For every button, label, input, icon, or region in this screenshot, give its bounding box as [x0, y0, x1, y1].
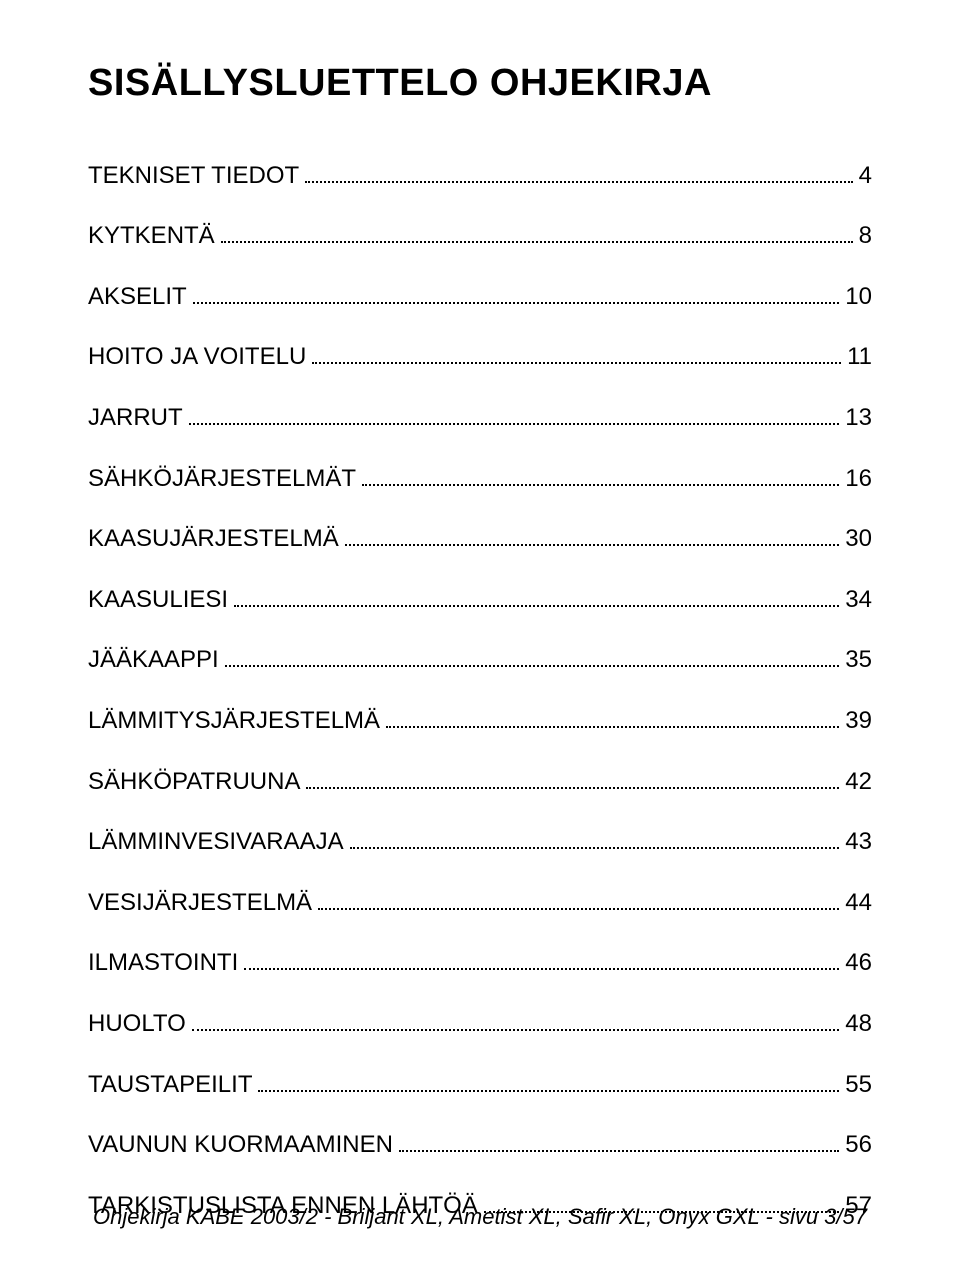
toc-leader: [362, 464, 839, 486]
toc-label: LÄMMINVESIVARAAJA: [88, 828, 344, 856]
toc-entry: KAASUJÄRJESTELMÄ 30: [88, 525, 872, 554]
toc-label: KAASULIESI: [88, 586, 228, 614]
toc-page: 48: [845, 1010, 872, 1038]
toc-leader: [192, 1009, 840, 1031]
toc-entry: HOITO JA VOITELU 11: [88, 343, 872, 372]
toc-entry: SÄHKÖJÄRJESTELMÄT 16: [88, 464, 872, 493]
toc-leader: [306, 767, 839, 789]
toc-page: 13: [845, 404, 872, 432]
toc-label: JARRUT: [88, 404, 183, 432]
toc-label: TAUSTAPEILIT: [88, 1071, 252, 1099]
toc-entry: VESIJÄRJESTELMÄ 44: [88, 888, 872, 917]
toc-leader: [345, 525, 840, 547]
toc-page: 39: [845, 707, 872, 735]
toc-label: ILMASTOINTI: [88, 949, 238, 977]
toc-entry: AKSELIT 10: [88, 282, 872, 311]
toc-entry: TAUSTAPEILIT 55: [88, 1070, 872, 1099]
toc-page: 16: [845, 465, 872, 493]
toc-label: VESIJÄRJESTELMÄ: [88, 889, 312, 917]
toc-label: HOITO JA VOITELU: [88, 343, 306, 371]
toc-page: 34: [845, 586, 872, 614]
toc-label: KAASUJÄRJESTELMÄ: [88, 525, 339, 553]
toc-entry: JARRUT 13: [88, 403, 872, 432]
toc-leader: [189, 403, 840, 425]
toc-leader: [399, 1131, 839, 1153]
toc-page: 11: [847, 343, 872, 371]
toc-leader: [221, 222, 853, 244]
toc-page: 35: [845, 646, 872, 674]
toc-leader: [244, 949, 839, 971]
toc-leader: [386, 706, 839, 728]
toc-label: SÄHKÖPATRUUNA: [88, 768, 300, 796]
toc-list: TEKNISET TIEDOT 4 KYTKENTÄ 8 AKSELIT 10 …: [88, 161, 872, 1220]
toc-entry: SÄHKÖPATRUUNA 42: [88, 767, 872, 796]
toc-page: 43: [845, 828, 872, 856]
toc-leader: [234, 585, 839, 607]
toc-label: SÄHKÖJÄRJESTELMÄT: [88, 465, 356, 493]
toc-leader: [312, 343, 841, 365]
toc-page: 30: [845, 525, 872, 553]
toc-label: TEKNISET TIEDOT: [88, 162, 299, 190]
toc-label: KYTKENTÄ: [88, 222, 215, 250]
toc-page: 46: [845, 949, 872, 977]
toc-label: HUOLTO: [88, 1010, 186, 1038]
toc-label: LÄMMITYSJÄRJESTELMÄ: [88, 707, 380, 735]
toc-entry: LÄMMITYSJÄRJESTELMÄ 39: [88, 706, 872, 735]
toc-entry: KAASULIESI 34: [88, 585, 872, 614]
toc-entry: LÄMMINVESIVARAAJA 43: [88, 828, 872, 857]
toc-page: 56: [845, 1131, 872, 1159]
toc-page: 55: [845, 1071, 872, 1099]
toc-page: 44: [845, 889, 872, 917]
toc-page: 8: [859, 222, 872, 250]
toc-page: 10: [845, 283, 872, 311]
toc-entry: HUOLTO 48: [88, 1009, 872, 1038]
toc-label: VAUNUN KUORMAAMINEN: [88, 1131, 393, 1159]
toc-leader: [305, 161, 852, 183]
toc-entry: TEKNISET TIEDOT 4: [88, 161, 872, 190]
toc-entry: JÄÄKAAPPI 35: [88, 646, 872, 675]
toc-leader: [350, 828, 840, 850]
toc-leader: [193, 282, 840, 304]
toc-leader: [225, 646, 840, 668]
page-container: SISÄLLYSLUETTELO OHJEKIRJA TEKNISET TIED…: [0, 0, 960, 1274]
toc-entry: KYTKENTÄ 8: [88, 222, 872, 251]
page-title: SISÄLLYSLUETTELO OHJEKIRJA: [88, 62, 872, 105]
toc-page: 42: [845, 768, 872, 796]
toc-leader: [258, 1070, 839, 1092]
toc-page: 4: [859, 162, 872, 190]
toc-label: AKSELIT: [88, 283, 187, 311]
toc-entry: ILMASTOINTI 46: [88, 949, 872, 978]
page-footer: Ohjekirja KABE 2003/2 - Briljant XL, Ame…: [0, 1204, 960, 1230]
toc-entry: VAUNUN KUORMAAMINEN 56: [88, 1131, 872, 1160]
toc-label: JÄÄKAAPPI: [88, 646, 219, 674]
toc-leader: [318, 888, 839, 910]
